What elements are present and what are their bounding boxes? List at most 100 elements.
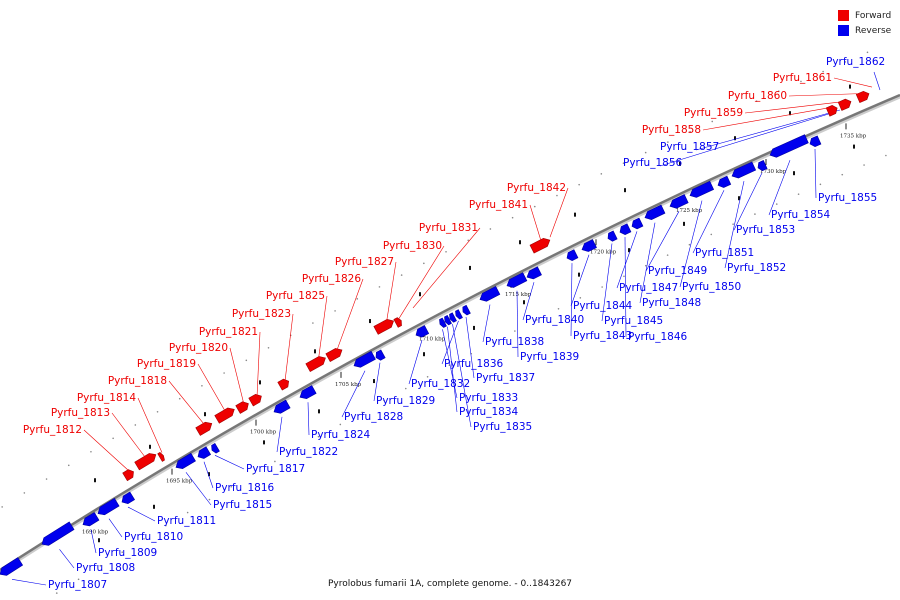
guide-dot	[863, 164, 865, 166]
leader-line	[616, 231, 638, 289]
gene-label: Pyrfu_1848	[642, 297, 701, 309]
gene-label: Pyrfu_1842	[507, 182, 566, 194]
guide-dot	[688, 243, 691, 246]
guide-dot	[754, 213, 756, 215]
guide-dot	[797, 193, 800, 195]
leader-line	[137, 397, 163, 453]
leader-line	[127, 506, 156, 522]
guide-dot	[339, 423, 342, 426]
gene-pyrfu-1814-arrow	[157, 452, 165, 462]
guide-dot	[844, 61, 847, 63]
gene-pyrfu-1845-arrow	[607, 230, 618, 242]
leader-line	[373, 362, 381, 402]
gene-pyrfu-1837-arrow	[462, 304, 471, 316]
minor-tick	[149, 444, 151, 449]
gene-pyrfu-1848	[644, 204, 666, 220]
gene-pyrfu-1818	[195, 421, 213, 436]
gene-pyrfu-1816-arrow	[197, 446, 212, 459]
gene-label: Pyrfu_1840	[525, 314, 584, 326]
leader-line	[733, 172, 763, 231]
leader-line	[385, 261, 397, 326]
guide-dot	[711, 120, 714, 123]
guide-dot	[732, 223, 734, 225]
minor-tick	[204, 412, 206, 417]
leader-line	[692, 190, 725, 254]
gene-pyrfu-1825-arrow	[305, 356, 326, 373]
guide-dot	[245, 359, 248, 362]
guide-dot	[67, 464, 70, 467]
gene-label: Pyrfu_1857	[660, 141, 719, 153]
gene-label: Pyrfu_1814	[77, 392, 137, 404]
gene-label: Pyrfu_1838	[485, 336, 544, 348]
guide-dot	[578, 183, 580, 186]
gene-label: Pyrfu_1812	[23, 424, 82, 436]
gene-pyrfu-1849	[669, 194, 689, 209]
gene-label: Pyrfu_1841	[469, 199, 528, 211]
guide-dot	[777, 90, 780, 93]
guide-dot	[201, 384, 203, 387]
leader-line	[284, 313, 294, 382]
forward-swatch	[838, 10, 849, 21]
leader-line	[398, 245, 445, 319]
guide-dot	[90, 450, 92, 453]
gene-label: Pyrfu_1830	[383, 240, 442, 252]
gene-pyrfu-1808-arrow	[41, 521, 75, 546]
gene-pyrfu-1811-arrow	[121, 491, 136, 505]
gene-label: Pyrfu_1825	[266, 290, 325, 302]
guide-dot	[112, 437, 114, 440]
leader-line	[516, 290, 519, 358]
minor-tick	[153, 504, 155, 509]
leader-line	[442, 329, 458, 399]
guide-dot	[710, 233, 713, 236]
gene-pyrfu-1809-arrow	[82, 512, 100, 527]
guide-dot	[622, 162, 625, 164]
guide-dot	[733, 110, 736, 113]
gene-label: Pyrfu_1847	[619, 282, 678, 294]
leader-line	[168, 380, 207, 427]
leader-line	[639, 222, 656, 304]
minor-tick	[574, 212, 576, 217]
scale-tick-label: 1735 kbp	[840, 133, 867, 139]
leader-line	[549, 187, 569, 238]
gene-pyrfu-1818-arrow	[195, 421, 213, 436]
gene-pyrfu-1839	[506, 272, 528, 288]
guide-dot	[186, 511, 189, 514]
gene-pyrfu-1851-arrow	[717, 175, 732, 188]
gene-label: Pyrfu_1859	[684, 107, 743, 119]
gene-pyrfu-1832	[415, 325, 430, 338]
legend: Forward Reverse	[838, 8, 891, 38]
minor-tick	[578, 272, 580, 277]
minor-tick	[419, 292, 421, 297]
minor-tick	[469, 265, 471, 270]
gene-pyrfu-1840-arrow	[526, 266, 542, 280]
leader-line	[659, 111, 836, 167]
leader-line	[317, 295, 328, 363]
minor-tick	[318, 409, 320, 414]
gene-pyrfu-1835-arrow	[449, 312, 457, 323]
gene-pyrfu-1828-arrow	[353, 350, 376, 368]
gene-pyrfu-1821-arrow	[248, 393, 262, 407]
leader-line	[11, 579, 47, 586]
guide-dot	[885, 154, 887, 157]
map-caption: Pyrolobus fumarii 1A, complete genome. -…	[327, 579, 573, 589]
gene-pyrfu-1817	[211, 443, 220, 454]
leader-line	[788, 93, 865, 97]
gene-label: Pyrfu_1809	[98, 547, 157, 559]
minor-tick	[853, 144, 855, 149]
gene-label: Pyrfu_1815	[213, 499, 272, 511]
leader-line	[111, 412, 149, 462]
gene-label: Pyrfu_1811	[157, 515, 216, 527]
gene-pyrfu-1826-arrow	[325, 348, 343, 363]
gene-label: Pyrfu_1820	[169, 342, 228, 354]
gene-label: Pyrfu_1843	[573, 330, 632, 342]
scale-tick-label: 1710 kbp	[419, 337, 446, 343]
gene-label: Pyrfu_1832	[411, 378, 470, 390]
minor-tick	[793, 171, 795, 176]
gene-label: Pyrfu_1836	[444, 358, 504, 370]
leader-line	[408, 340, 423, 385]
gene-pyrfu-1838-arrow	[479, 286, 501, 302]
leader-line	[214, 455, 245, 470]
gene-pyrfu-1824-arrow	[299, 385, 317, 400]
gene-pyrfu-1853-arrow	[757, 160, 768, 172]
minor-tick	[263, 440, 265, 445]
